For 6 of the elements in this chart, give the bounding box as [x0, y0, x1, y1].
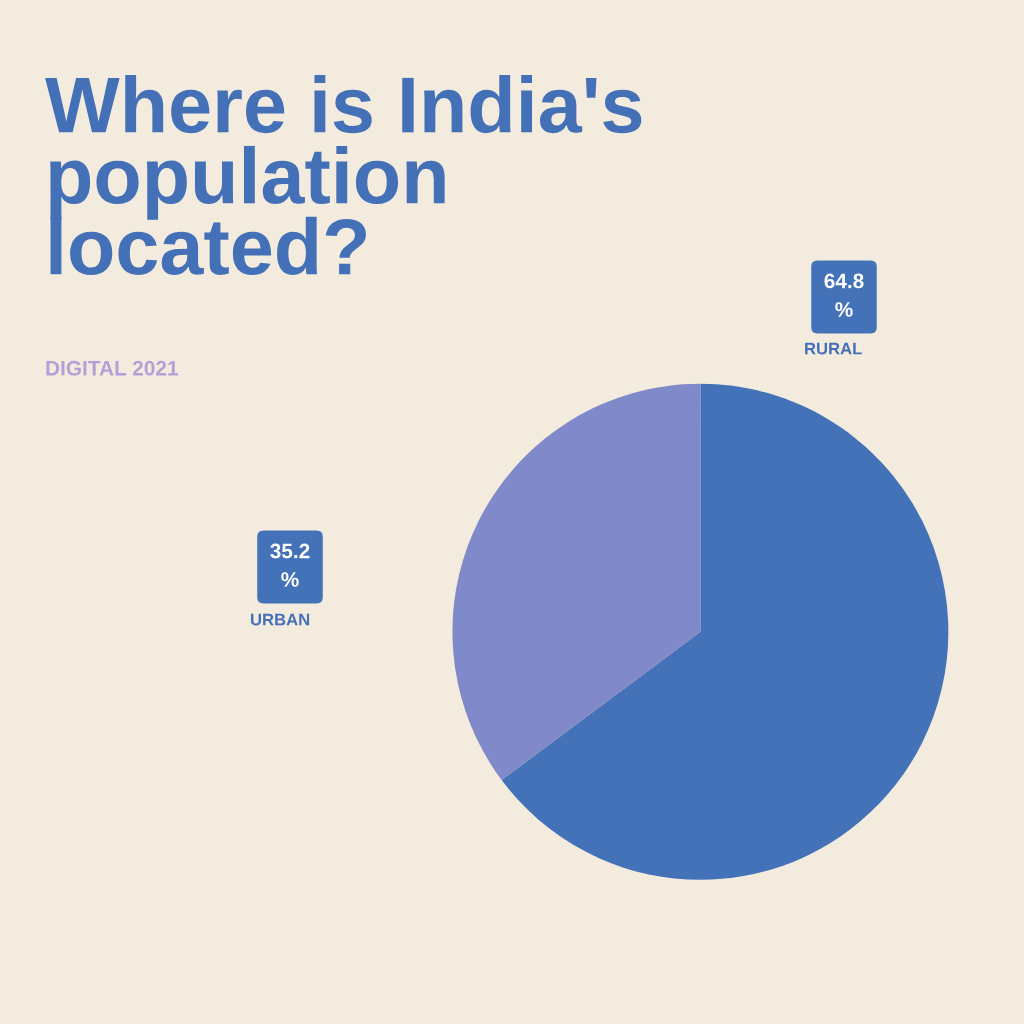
data-label: 35.2 %: [270, 543, 310, 587]
slice-label: URBAN: [251, 613, 310, 626]
slice-label: RURAL: [805, 342, 862, 355]
data-label: 64.8 %: [824, 273, 864, 317]
text: DIGITAL 2021: [46, 360, 178, 376]
chart-title: Where is India's population located?: [45, 75, 642, 276]
